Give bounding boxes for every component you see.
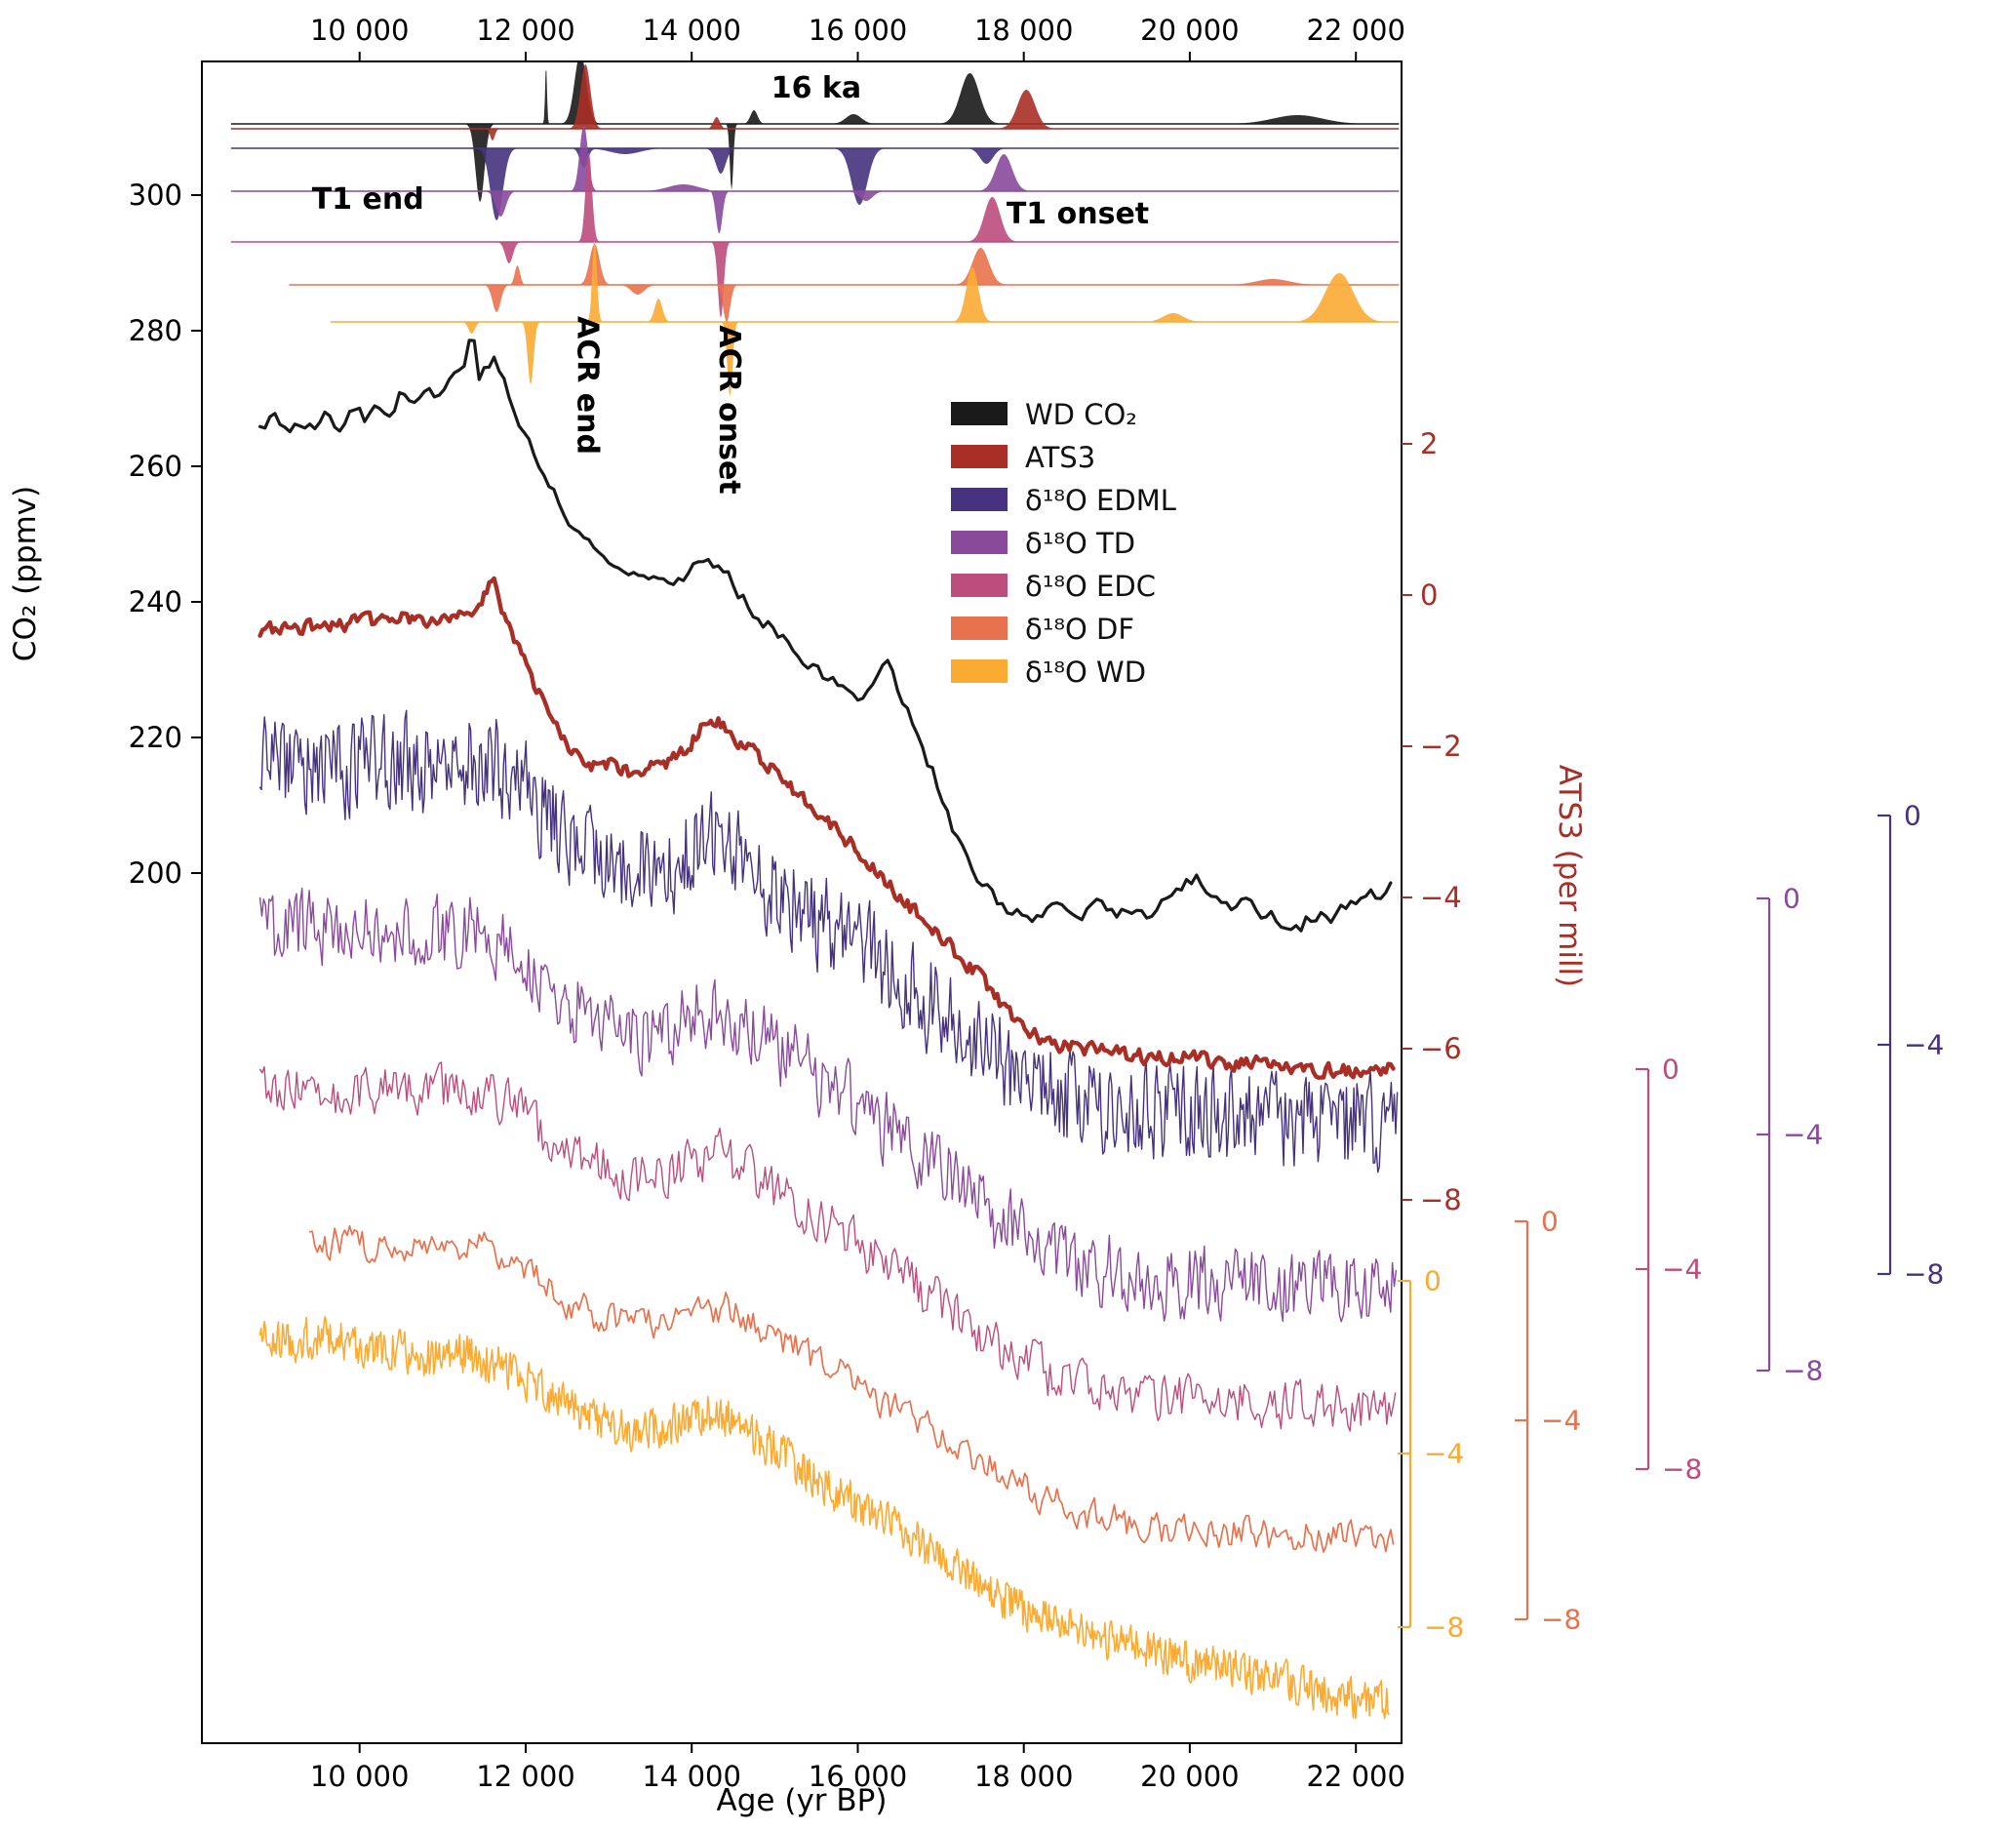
scale-bar-tick-label: −8 — [1424, 1612, 1464, 1644]
y-tick-label-left: 240 — [129, 585, 182, 618]
series-line-d18o-edc — [258, 1061, 1397, 1432]
scale-bar-tick-label: −4 — [1904, 1029, 1944, 1061]
scale-bar-tick-label: 0 — [1541, 1206, 1559, 1238]
x-tick-label-bottom: 16 000 — [809, 1760, 907, 1793]
scale-bar-tick-label: −8 — [1904, 1258, 1944, 1291]
legend-swatch-5 — [951, 617, 1008, 640]
legend-swatch-0 — [951, 402, 1008, 425]
scale-bar-tick-label: −4 — [1424, 1438, 1464, 1470]
annotation-acr-onset: ACR onset — [712, 325, 746, 494]
scale-bar-tick-label: 0 — [1904, 800, 1921, 832]
x-tick-label-top: 16 000 — [809, 14, 907, 47]
scale-bar-tick-label: 0 — [1783, 883, 1800, 915]
legend-label-6: δ¹⁸O WD — [1025, 656, 1146, 689]
x-tick-label-top: 12 000 — [476, 14, 574, 47]
y-axis-title-right: ATS3 (per mill) — [1552, 765, 1587, 988]
x-tick-label-top: 18 000 — [974, 14, 1073, 47]
y-tick-label-left: 260 — [129, 450, 182, 483]
legend-label-4: δ¹⁸O EDC — [1025, 570, 1156, 603]
scale-bar-tick-label: −4 — [1541, 1405, 1581, 1437]
scale-bar-tick-label: −4 — [1783, 1119, 1823, 1151]
scale-bar-tick-label: 0 — [1662, 1054, 1680, 1086]
y-tick-label-right: 2 — [1420, 427, 1438, 460]
x-tick-label-bottom: 18 000 — [974, 1760, 1073, 1793]
y-tick-label-left: 220 — [129, 721, 182, 754]
series-line-d18o-td — [258, 887, 1398, 1323]
axes: 10 000 10 000 12 000 12 000 14 000 14 000 16 0… — [8, 14, 1587, 1818]
annotations: 16 ka T1 end T1 onset ACR end ACR onset — [312, 71, 1149, 495]
x-tick-label-top: 22 000 — [1306, 14, 1404, 47]
y-tick-label-left: 280 — [129, 314, 182, 347]
legend-label-5: δ¹⁸O DF — [1025, 613, 1134, 646]
series-line-wd-co2 — [258, 338, 1393, 933]
legend: WD CO₂ ATS3 δ¹⁸O EDML δ¹⁸O TD δ¹⁸O EDC δ¹⁸O D… — [951, 398, 1176, 689]
series-line-d18o-df — [308, 1224, 1395, 1553]
x-tick-label-bottom: 14 000 — [642, 1760, 740, 1793]
legend-swatch-6 — [951, 659, 1008, 683]
legend-label-3: δ¹⁸O TD — [1025, 527, 1135, 560]
x-tick-label-bottom: 10 000 — [310, 1760, 409, 1793]
scale-bars: 0 −4 −8 0 −4 −8 0 −4 −8 0 −4 −8 0 −4 −8 — [1398, 800, 1944, 1644]
legend-label-1: ATS3 — [1025, 441, 1095, 474]
scale-bar-tick-label: −8 — [1662, 1453, 1702, 1486]
series-line-ats3 — [257, 576, 1396, 1081]
data-series — [257, 338, 1399, 1720]
plot-border — [201, 60, 1403, 1744]
y-tick-label-right: −6 — [1420, 1032, 1462, 1065]
series-line-d18o-edml — [258, 709, 1399, 1174]
y-tick-label-right: −4 — [1420, 881, 1462, 914]
y-axis-title-left: CO₂ (ppmv) — [8, 486, 43, 661]
legend-label-0: WD CO₂ — [1025, 398, 1137, 431]
x-axis-title: Age (yr BP) — [717, 1783, 888, 1818]
x-tick-label-top: 14 000 — [642, 14, 740, 47]
legend-label-2: δ¹⁸O EDML — [1025, 484, 1176, 517]
legend-swatch-4 — [951, 574, 1008, 597]
y-tick-label-right: −2 — [1420, 730, 1462, 763]
y-tick-label-right: 0 — [1420, 578, 1438, 612]
scale-bar-tick-label: 0 — [1424, 1265, 1442, 1297]
change-point-distributions — [230, 61, 1400, 396]
cpd-shape-6 — [330, 240, 1400, 396]
x-tick-label-top: 20 000 — [1140, 14, 1239, 47]
x-tick-label-top: 10 000 — [310, 14, 409, 47]
y-tick-label-left: 200 — [129, 856, 182, 890]
scale-bar-tick-label: −8 — [1541, 1604, 1581, 1636]
x-tick-label-bottom: 20 000 — [1140, 1760, 1239, 1793]
series-line-d18o-wd — [258, 1316, 1390, 1720]
y-tick-label-right: −8 — [1420, 1183, 1462, 1216]
x-tick-label-bottom: 12 000 — [476, 1760, 574, 1793]
annotation-16-ka: 16 ka — [771, 71, 861, 105]
scale-bar-tick-label: −8 — [1783, 1355, 1823, 1387]
annotation-t1-end: T1 end — [312, 182, 424, 217]
annotation-acr-end: ACR end — [571, 316, 605, 455]
annotation-t1-onset: T1 onset — [1007, 197, 1149, 231]
y-tick-label-left: 300 — [129, 179, 182, 212]
scale-bar-tick-label: −4 — [1662, 1254, 1702, 1286]
legend-swatch-1 — [951, 445, 1008, 468]
legend-swatch-2 — [951, 488, 1008, 511]
x-tick-label-bottom: 22 000 — [1306, 1760, 1404, 1793]
legend-swatch-3 — [951, 531, 1008, 554]
